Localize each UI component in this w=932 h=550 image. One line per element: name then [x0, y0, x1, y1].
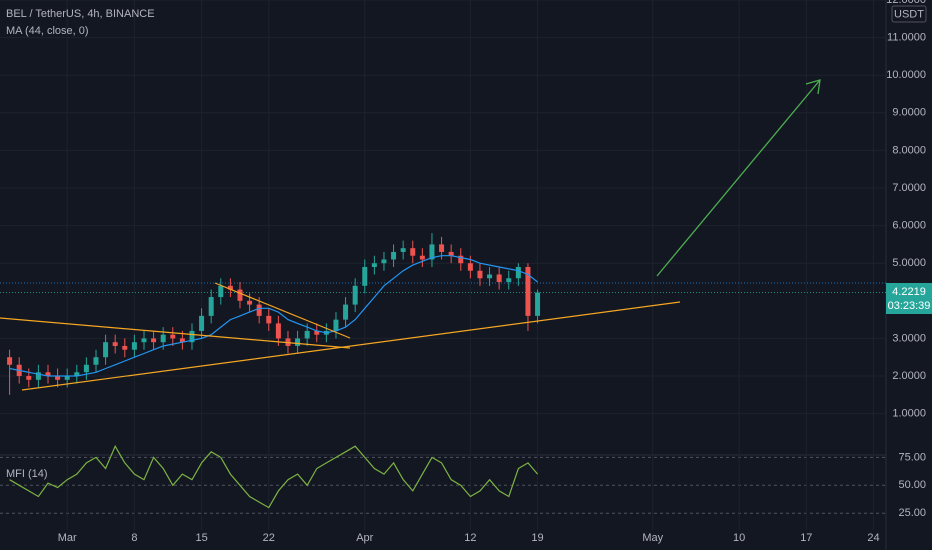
candle-body [352, 285, 358, 305]
candle-body [333, 319, 339, 331]
y-tick-label: 9.0000 [892, 107, 926, 119]
x-tick-label: 17 [800, 532, 812, 544]
candle-body [429, 244, 435, 260]
candle-body [439, 244, 445, 252]
currency-box [891, 5, 927, 23]
mfi-line [9, 444, 539, 509]
candle-body [74, 372, 80, 377]
candle-body [112, 342, 118, 346]
y-tick-label: 75.00 [898, 451, 926, 463]
candle-body [496, 274, 502, 283]
candle-body [170, 334, 176, 339]
trendline [21, 301, 681, 391]
candle-body [55, 376, 61, 380]
x-tick-label: 8 [131, 532, 137, 544]
y-tick-label: 3.0000 [892, 332, 926, 344]
candle-body [515, 266, 521, 279]
x-tick-label: 19 [531, 532, 543, 544]
candle-body [247, 300, 253, 305]
candle-body [525, 266, 531, 316]
candle-body [314, 330, 320, 335]
candle-body [103, 342, 109, 358]
candle-body [304, 330, 310, 339]
candle-body [487, 274, 493, 279]
candle-body [26, 376, 32, 380]
candle-body [343, 304, 349, 320]
x-tick-label: 22 [263, 532, 275, 544]
candle-body [83, 364, 89, 373]
candle-body [35, 372, 41, 380]
candle-body [448, 251, 454, 256]
candle-body [227, 285, 233, 290]
candle-body [371, 263, 377, 267]
countdown: 03:23:39 [888, 300, 931, 312]
candle-body [237, 289, 243, 301]
candle-body [218, 285, 224, 298]
x-tick-label: Apr [356, 532, 373, 544]
y-tick-label: 1.0000 [892, 408, 926, 420]
candle-body [400, 248, 406, 252]
y-tick-label: 11.0000 [887, 32, 926, 44]
candle-body [199, 315, 205, 331]
x-tick-label: 10 [733, 532, 745, 544]
candle-body [362, 266, 368, 286]
trendline [0, 317, 351, 349]
y-tick-label: 8.0000 [892, 144, 926, 156]
y-tick-label: 2.0000 [892, 370, 926, 382]
candle-body [45, 372, 51, 377]
candle-body [477, 270, 483, 279]
x-tick-label: 15 [195, 532, 207, 544]
candle-body [410, 248, 416, 256]
arrow [656, 79, 821, 277]
y-tick-label: 6.0000 [892, 220, 926, 232]
candle-body [93, 357, 99, 365]
candle-body [189, 330, 195, 343]
candle-body [141, 338, 147, 343]
y-tick-label: 5.0000 [892, 257, 926, 269]
candle-body [419, 255, 425, 260]
candle-body [381, 259, 387, 264]
candle-body [7, 357, 13, 365]
trendline [214, 282, 351, 339]
candle-body [535, 292, 541, 316]
candle-body [275, 323, 281, 339]
candle-body [391, 251, 397, 260]
candle-body [256, 304, 262, 316]
last-price: 4.2219 [892, 286, 926, 298]
currency: USDT [894, 8, 924, 20]
x-tick-label: Mar [58, 532, 77, 544]
arrow-head [805, 79, 821, 95]
candle-body [458, 255, 464, 264]
x-tick-label: May [642, 532, 663, 544]
candle-body [151, 338, 157, 343]
candle-body [208, 297, 214, 316]
candle-body [295, 338, 301, 346]
y-tick-label: 12.0000 [886, 0, 926, 6]
candle-body [179, 338, 185, 343]
chart-title: BEL / TetherUS, 4h, BINANCE [6, 8, 155, 20]
candle-body [467, 263, 473, 271]
y-tick-label: 25.00 [898, 507, 926, 519]
x-tick-label: 12 [464, 532, 476, 544]
candle-body [64, 376, 70, 380]
y-tick-label: 7.0000 [892, 182, 926, 194]
indicator-label: MFI (14) [6, 468, 48, 480]
candle-body [131, 342, 137, 350]
x-tick-label: 24 [867, 532, 879, 544]
y-tick-label: 50.00 [898, 479, 926, 491]
price-label-box [886, 283, 932, 314]
moving-average [9, 255, 538, 377]
candle-body [122, 345, 128, 350]
indicator-label: MA (44, close, 0) [6, 25, 89, 37]
candle-body [266, 315, 272, 324]
candle-body [160, 334, 166, 343]
y-tick-label: 10.0000 [886, 69, 926, 81]
candle-body [506, 278, 512, 283]
